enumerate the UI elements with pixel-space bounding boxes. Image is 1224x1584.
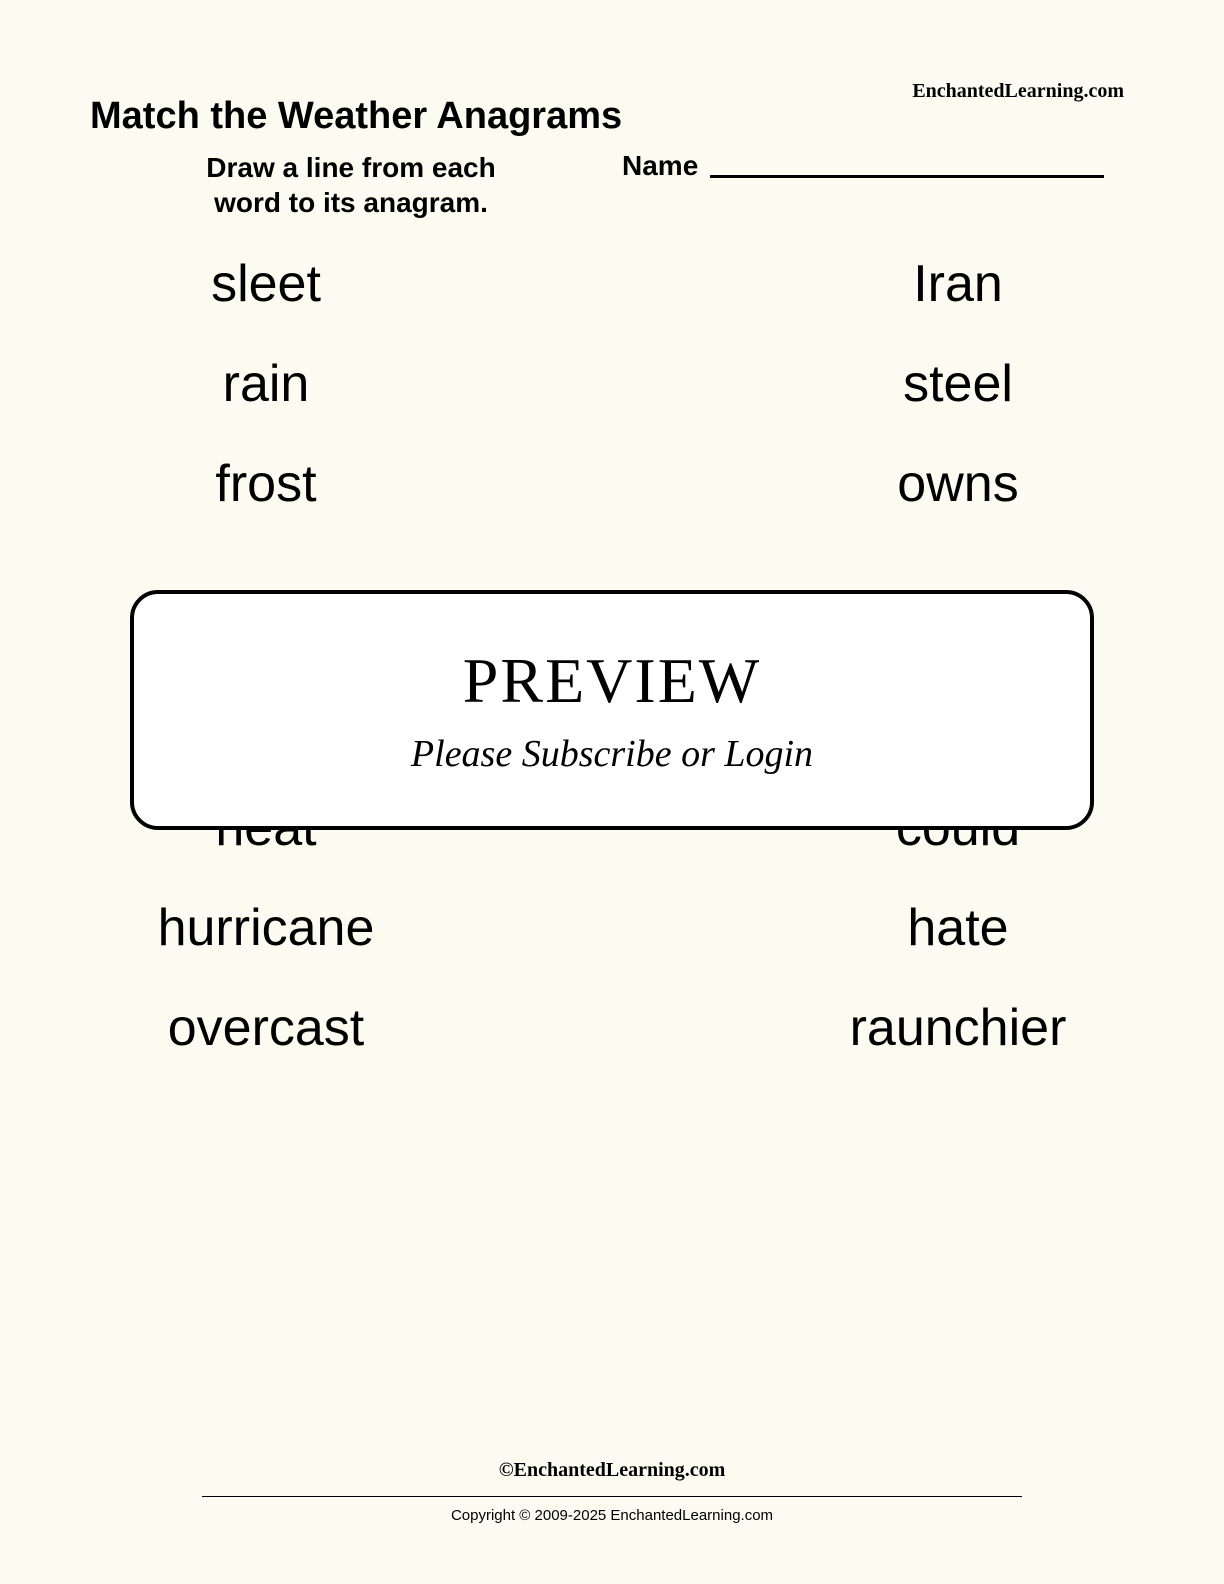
instructions-line-2: word to its anagram. xyxy=(214,187,488,218)
footer-copyright: Copyright © 2009-2025 EnchantedLearning.… xyxy=(0,1507,1224,1524)
name-input-line[interactable] xyxy=(710,150,1104,178)
instructions: Draw a line from each word to its anagra… xyxy=(90,150,612,220)
right-word: steel xyxy=(903,358,1013,410)
preview-title: PREVIEW xyxy=(463,644,761,718)
left-word: frost xyxy=(215,458,316,510)
left-word: sleet xyxy=(211,258,321,310)
left-word: hurricane xyxy=(158,902,375,954)
preview-subtitle: Please Subscribe or Login xyxy=(411,732,813,776)
right-word: owns xyxy=(897,458,1018,510)
instructions-line-1: Draw a line from each xyxy=(206,152,495,183)
preview-overlay: PREVIEW Please Subscribe or Login xyxy=(130,590,1094,830)
footer-site-name: ©EnchantedLearning.com xyxy=(0,1459,1224,1482)
right-word: hate xyxy=(907,902,1008,954)
site-name-header: EnchantedLearning.com xyxy=(912,80,1124,103)
left-word: rain xyxy=(223,358,310,410)
footer-divider xyxy=(202,1496,1022,1497)
name-label: Name xyxy=(622,150,698,182)
right-word: raunchier xyxy=(850,1002,1067,1054)
right-word: Iran xyxy=(913,258,1003,310)
left-word: overcast xyxy=(168,1002,365,1054)
